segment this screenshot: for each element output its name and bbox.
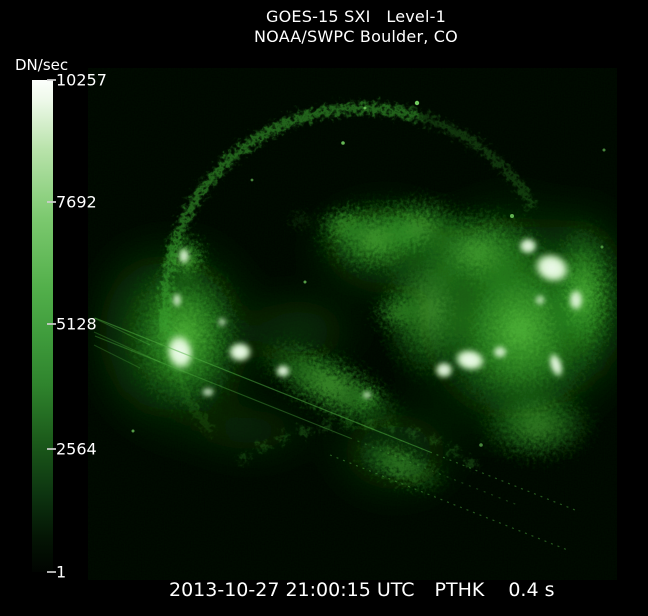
colorbar-tickmark [47, 448, 56, 450]
colorbar-tickmark [47, 323, 56, 325]
colorbar-tick-label: 10257 [56, 70, 107, 90]
observation-timestamp: 2013-10-27 21:00:15 UTC [169, 579, 415, 601]
header: GOES-15 SXI Level-1 NOAA/SWPC Boulder, C… [64, 7, 648, 47]
colorbar-tick-label: 1 [56, 562, 67, 582]
colorbar-tick-label: 2564 [56, 439, 97, 459]
filter-name: PTHK [434, 579, 485, 601]
colorbar-tick-label: 5128 [56, 314, 97, 334]
colorbar-tickmark [47, 201, 56, 203]
image-title: GOES-15 SXI Level-1 [266, 7, 446, 26]
colorbar-tickmark [47, 79, 56, 81]
colorbar-tickmark [47, 571, 56, 573]
colorbar-units-label: DN/sec [15, 56, 69, 74]
colorbar-tick-label: 7692 [56, 192, 97, 212]
exposure-time: 0.4 s [508, 579, 555, 601]
footer-caption: 2013-10-27 21:00:15 UTC PTHK 0.4 s [169, 579, 554, 601]
colorbar [32, 80, 53, 572]
image-subtitle: NOAA/SWPC Boulder, CO [254, 27, 458, 46]
